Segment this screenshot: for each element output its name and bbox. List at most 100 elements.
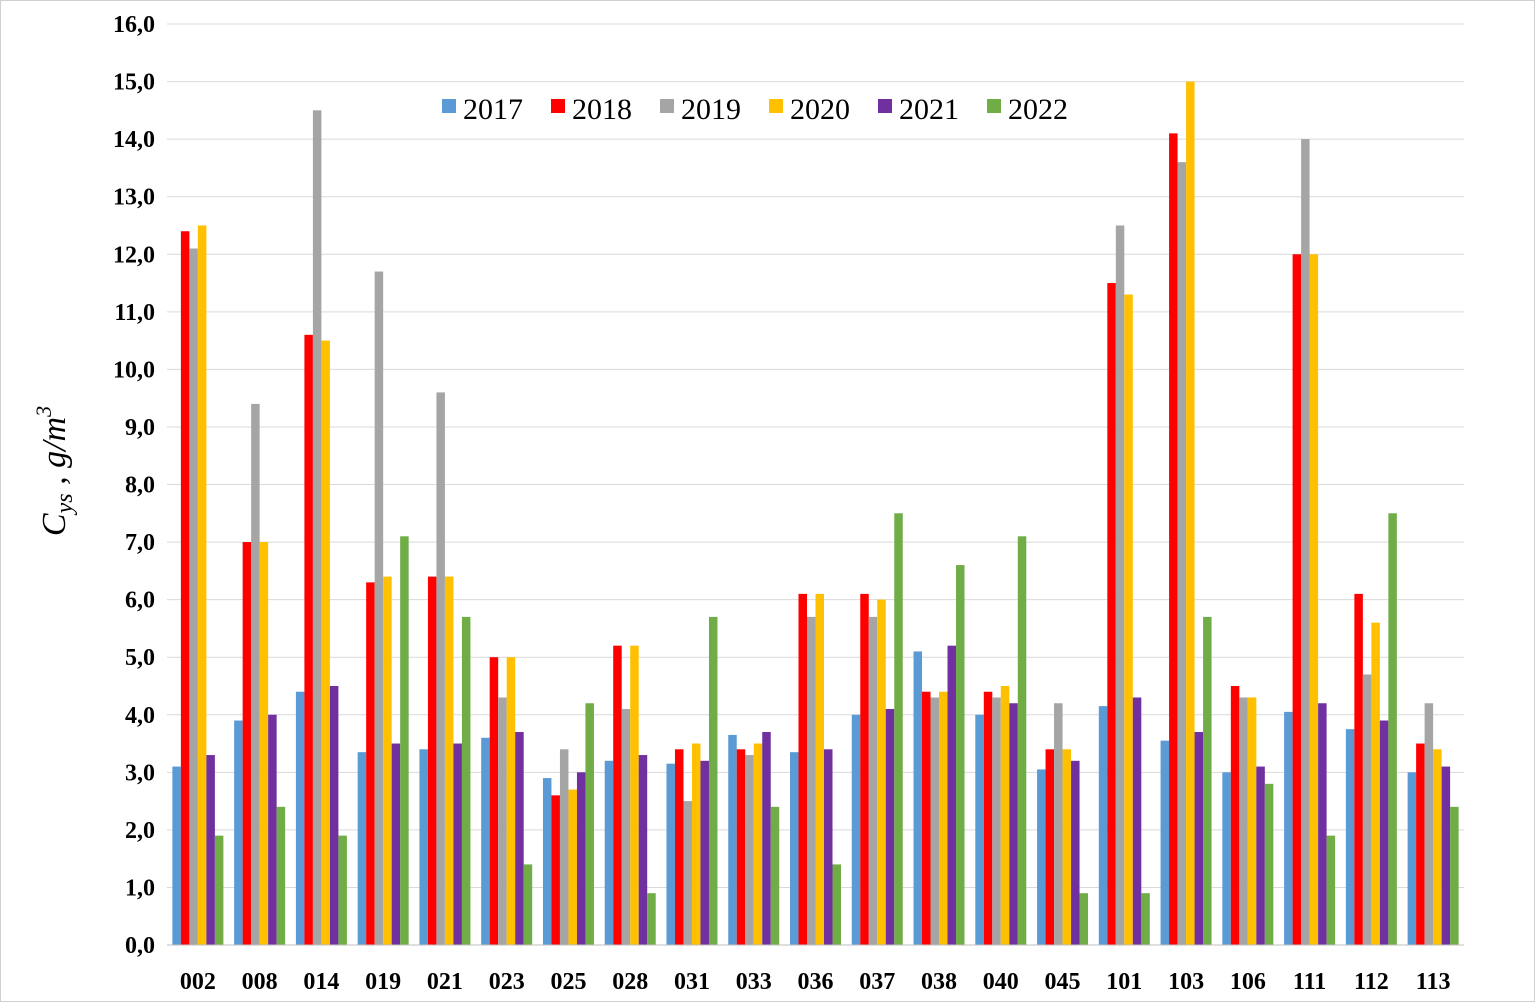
bar-2017-008: [234, 720, 243, 945]
y-tick-labels: 0,0 1,0 2,0 3,0 4,0 5,0 6,0 7,0 8,0 9,0 10,0 11,0 12…: [113, 12, 155, 959]
bar-2020-023: [506, 657, 516, 945]
bar-2018-112: [1354, 593, 1363, 945]
x-tick-label: 025: [550, 969, 586, 995]
bar-2019-111: [1301, 139, 1310, 946]
bar-2021-031: [700, 760, 709, 945]
legend-label-2021: 2021: [899, 93, 959, 126]
bar-2020-106: [1247, 697, 1257, 945]
bar-2018-014: [304, 334, 313, 946]
bar-2022-023: [523, 864, 533, 945]
legend-label-2018: 2018: [572, 93, 632, 126]
bar-2018-025: [551, 795, 560, 945]
legend-swatch-2020: [769, 99, 783, 113]
bar-2018-033: [736, 749, 746, 945]
bar-2022-112: [1388, 513, 1397, 945]
bar-2018-036: [798, 593, 807, 945]
bar-2022-008: [276, 806, 286, 945]
bar-2021-021: [453, 743, 462, 945]
bar-2022-045: [1079, 893, 1089, 945]
bar-2021-113: [1441, 766, 1451, 945]
bar-2017-023: [481, 737, 490, 945]
bar-2021-103: [1194, 732, 1204, 945]
bars: [172, 81, 1459, 946]
bar-2020-014: [321, 340, 330, 946]
bar-2020-112: [1371, 622, 1380, 945]
x-tick-label: 036: [798, 969, 834, 995]
bar-2021-033: [762, 732, 771, 945]
bar-2021-025: [576, 772, 586, 945]
bar-2022-033: [770, 806, 780, 945]
bar-2021-045: [1071, 760, 1080, 945]
bar-2021-014: [329, 685, 339, 945]
x-tick-label: 045: [1045, 969, 1081, 995]
bar-2017-014: [295, 691, 305, 945]
bar-2019-031: [683, 801, 692, 945]
y-tick-label: 12,0: [113, 242, 155, 268]
bar-2022-038: [956, 565, 965, 945]
bar-2019-113: [1424, 703, 1434, 945]
bar-2018-002: [180, 231, 190, 946]
x-tick-labels: 002 008 014 019 021 023 025 028 031 033 036 037 038 0…: [180, 969, 1451, 995]
bar-2018-031: [674, 749, 684, 945]
bar-2019-038: [930, 697, 940, 945]
bar-2021-111: [1318, 703, 1327, 945]
bar-2018-019: [366, 582, 375, 945]
bar-2020-113: [1433, 749, 1442, 945]
x-tick-label: 031: [674, 969, 710, 995]
bar-2017-103: [1160, 740, 1170, 945]
bar-2020-037: [877, 599, 886, 946]
bar-2017-040: [975, 714, 984, 945]
x-tick-label: 113: [1416, 969, 1451, 995]
bar-2020-033: [753, 743, 763, 945]
bar-2019-025: [559, 749, 569, 945]
bar-2019-040: [992, 697, 1001, 945]
bar-2017-033: [728, 734, 737, 945]
bar-2019-103: [1177, 162, 1187, 945]
legend-swatch-2019: [660, 99, 674, 113]
bar-2019-036: [807, 616, 816, 945]
bar-2019-045: [1054, 703, 1063, 945]
bar-2022-040: [1017, 536, 1027, 945]
bar-2017-101: [1098, 706, 1108, 945]
bar-2017-031: [666, 763, 675, 945]
bar-2020-045: [1062, 749, 1072, 945]
x-tick-label: 002: [180, 969, 216, 995]
bar-2018-101: [1107, 283, 1116, 945]
bar-2017-021: [419, 749, 428, 945]
bar-2017-002: [172, 766, 181, 945]
bar-2018-023: [489, 657, 499, 945]
legend-label-2022: 2022: [1008, 93, 1068, 126]
x-tick-label: 106: [1230, 969, 1266, 995]
bar-2017-037: [851, 714, 861, 945]
bar-2017-036: [790, 752, 799, 945]
bar-2018-028: [613, 645, 622, 945]
bar-2021-008: [268, 714, 277, 945]
x-tick-label: 037: [859, 969, 895, 995]
bar-2019-019: [374, 271, 384, 945]
bar-2019-023: [498, 697, 507, 945]
x-tick-label: 014: [303, 969, 339, 995]
bar-2017-045: [1037, 769, 1046, 945]
bar-2020-036: [815, 593, 824, 945]
bar-2017-025: [542, 778, 552, 945]
bar-2018-106: [1230, 685, 1240, 945]
y-tick-label: 8,0: [125, 473, 155, 499]
bar-2018-038: [922, 691, 931, 945]
bar-2017-038: [913, 651, 923, 945]
bar-2018-045: [1045, 749, 1055, 945]
bar-2017-106: [1222, 772, 1231, 945]
bar-2017-111: [1284, 711, 1293, 945]
bar-2021-112: [1379, 720, 1389, 945]
y-tick-label: 5,0: [125, 645, 155, 671]
legend-label-2019: 2019: [681, 93, 741, 126]
bar-2022-111: [1326, 835, 1336, 945]
bar-2019-112: [1362, 674, 1372, 945]
bar-2022-019: [400, 536, 409, 945]
bar-2021-028: [638, 755, 648, 945]
bar-2019-002: [189, 248, 198, 946]
y-axis-label: Cys , g/m3: [31, 406, 78, 536]
bar-2019-014: [312, 110, 322, 946]
bar-2020-008: [259, 542, 269, 945]
